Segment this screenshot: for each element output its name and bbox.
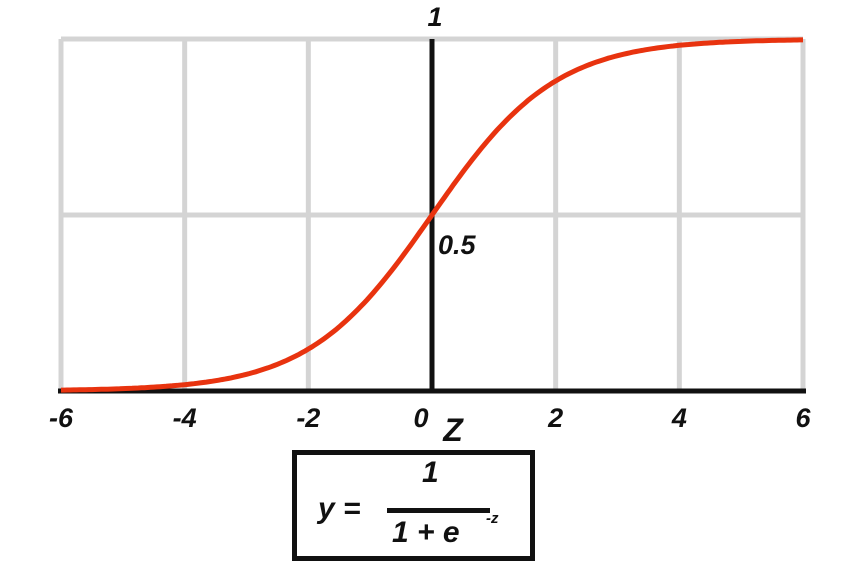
x-axis-label: Z — [442, 412, 464, 448]
x-tick-label: -4 — [173, 403, 197, 433]
x-tick-label: 4 — [671, 403, 687, 433]
sigmoid-curve — [61, 37, 803, 393]
y-tick-label: 1 — [427, 2, 442, 32]
formula-numerator: 1 — [422, 456, 439, 489]
x-tick-label: 2 — [547, 403, 563, 433]
y-tick-label: 0.5 — [438, 230, 477, 260]
formula-box — [292, 450, 535, 561]
formula-lhs: y = — [318, 492, 361, 525]
x-tick-label: -6 — [49, 403, 74, 433]
x-tick-label: 0 — [413, 403, 428, 433]
x-tick-label: 6 — [795, 403, 811, 433]
formula-denominator: 1 + e — [392, 516, 460, 549]
x-tick-label: -2 — [296, 403, 320, 433]
fraction-bar — [387, 508, 490, 513]
formula-exponent: -z — [486, 510, 499, 527]
